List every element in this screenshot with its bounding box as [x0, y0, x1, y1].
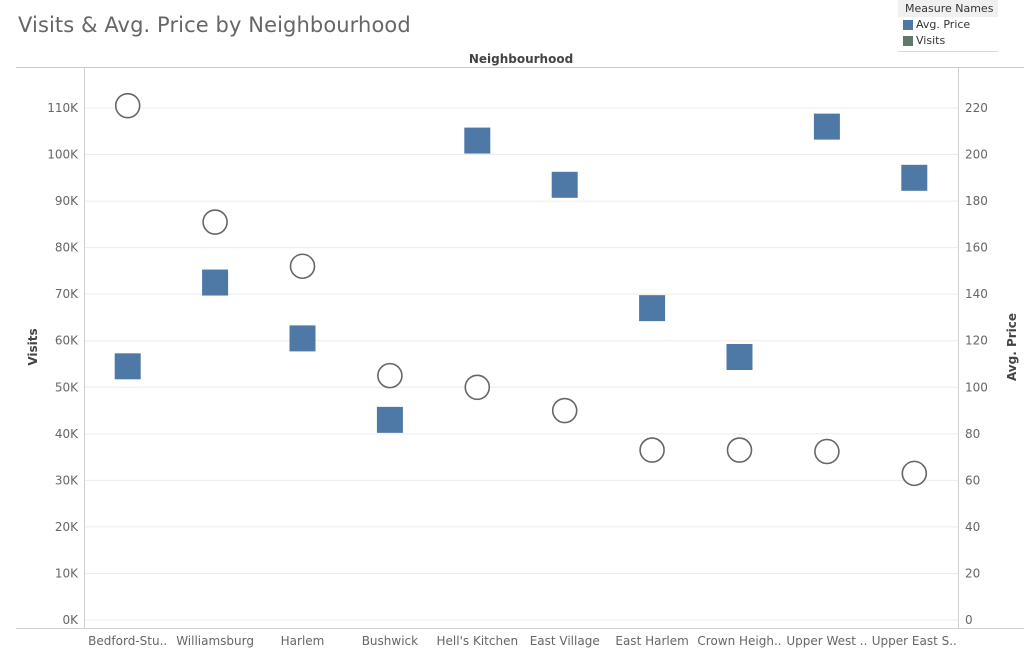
legend-label-avg-price: Avg. Price — [916, 18, 971, 31]
category-label: Williamsburg — [176, 634, 254, 648]
left-axis-title: Visits — [26, 328, 40, 365]
legend[interactable]: Measure Names Avg. Price Visits — [898, 0, 998, 52]
visits-point[interactable] — [901, 460, 928, 487]
right-axis-title: Avg. Price — [1005, 313, 1019, 381]
left-tick-label: 70K — [55, 287, 79, 301]
avg-price-point[interactable] — [726, 344, 753, 371]
right-tick-label: 200 — [965, 148, 988, 162]
right-tick-label: 40 — [965, 520, 980, 534]
visits-point[interactable] — [377, 362, 403, 389]
legend-swatch-visits — [903, 36, 913, 46]
visits-point[interactable] — [726, 437, 753, 463]
column-header: Neighbourhood — [469, 52, 573, 66]
chart-title: Visits & Avg. Price by Neighbourhood — [18, 13, 411, 37]
left-tick-label: 60K — [55, 334, 79, 348]
category-label: Harlem — [281, 634, 325, 648]
right-tick-label: 60 — [965, 473, 980, 487]
right-tick-label: 160 — [965, 241, 988, 255]
avg-price-point[interactable] — [639, 295, 666, 322]
left-tick-label: 90K — [55, 194, 79, 208]
category-label: Hell's Kitchen — [437, 634, 519, 648]
category-label: Crown Heigh.. — [697, 634, 781, 648]
gridlines — [84, 107, 958, 621]
left-tick-label: 50K — [55, 380, 79, 394]
avg-price-point[interactable] — [376, 406, 403, 433]
right-tick-label: 0 — [965, 613, 973, 627]
visits-point[interactable] — [202, 209, 228, 235]
left-tick-label: 110K — [47, 101, 79, 115]
left-tick-label: 10K — [55, 566, 79, 580]
legend-divider — [898, 51, 998, 52]
left-tick-label: 80K — [55, 241, 79, 255]
right-tick-label: 180 — [965, 194, 988, 208]
legend-item-visits[interactable]: Visits — [898, 33, 998, 49]
avg-price-point[interactable] — [289, 325, 316, 352]
category-label: East Harlem — [615, 634, 688, 648]
left-tick-label: 100K — [47, 148, 79, 162]
visits-point[interactable] — [289, 253, 316, 280]
right-tick-label: 80 — [965, 427, 980, 441]
plot-frame — [16, 67, 1024, 629]
avg-price-point[interactable] — [114, 353, 141, 380]
legend-item-avg-price[interactable]: Avg. Price — [898, 17, 998, 33]
visits-point[interactable] — [114, 92, 141, 119]
left-tick-label: 40K — [55, 427, 79, 441]
right-tick-label: 20 — [965, 566, 980, 580]
visits-point[interactable] — [639, 437, 665, 463]
avg-price-point[interactable] — [813, 113, 840, 140]
category-label: Bushwick — [362, 634, 418, 648]
left-tick-label: 30K — [55, 473, 79, 487]
legend-swatch-avg-price — [903, 20, 913, 30]
left-tick-label: 20K — [55, 520, 79, 534]
category-label: Upper East S.. — [872, 634, 957, 648]
right-tick-label: 220 — [965, 101, 988, 115]
visits-point[interactable] — [464, 374, 491, 401]
right-axis-ticks: 0 20 40 60 80 100 120 140 160 180 200 220 — [965, 101, 988, 627]
avg-price-point[interactable] — [464, 127, 491, 154]
category-label: Bedford-Stu.. — [88, 634, 167, 648]
category-label: East Village — [530, 634, 600, 648]
category-axis-labels: Bedford-Stu.. Williamsburg Harlem Bushwick H… — [88, 634, 957, 648]
category-label: Upper West .. — [786, 634, 867, 648]
visits-point[interactable] — [551, 397, 578, 424]
visits-point[interactable] — [814, 438, 840, 465]
data-marks[interactable] — [114, 92, 928, 487]
left-tick-label: 0K — [62, 613, 79, 627]
right-tick-label: 120 — [965, 334, 988, 348]
legend-label-visits: Visits — [916, 34, 946, 47]
avg-price-point[interactable] — [551, 171, 578, 198]
right-tick-label: 140 — [965, 287, 988, 301]
avg-price-point[interactable] — [202, 269, 229, 296]
left-axis-ticks: 0K 10K 20K 30K 40K 50K 60K 70K 80K 90K 100K 110K — [47, 101, 79, 627]
legend-title: Measure Names — [898, 0, 998, 17]
avg-price-point[interactable] — [901, 164, 928, 191]
right-tick-label: 100 — [965, 380, 988, 394]
